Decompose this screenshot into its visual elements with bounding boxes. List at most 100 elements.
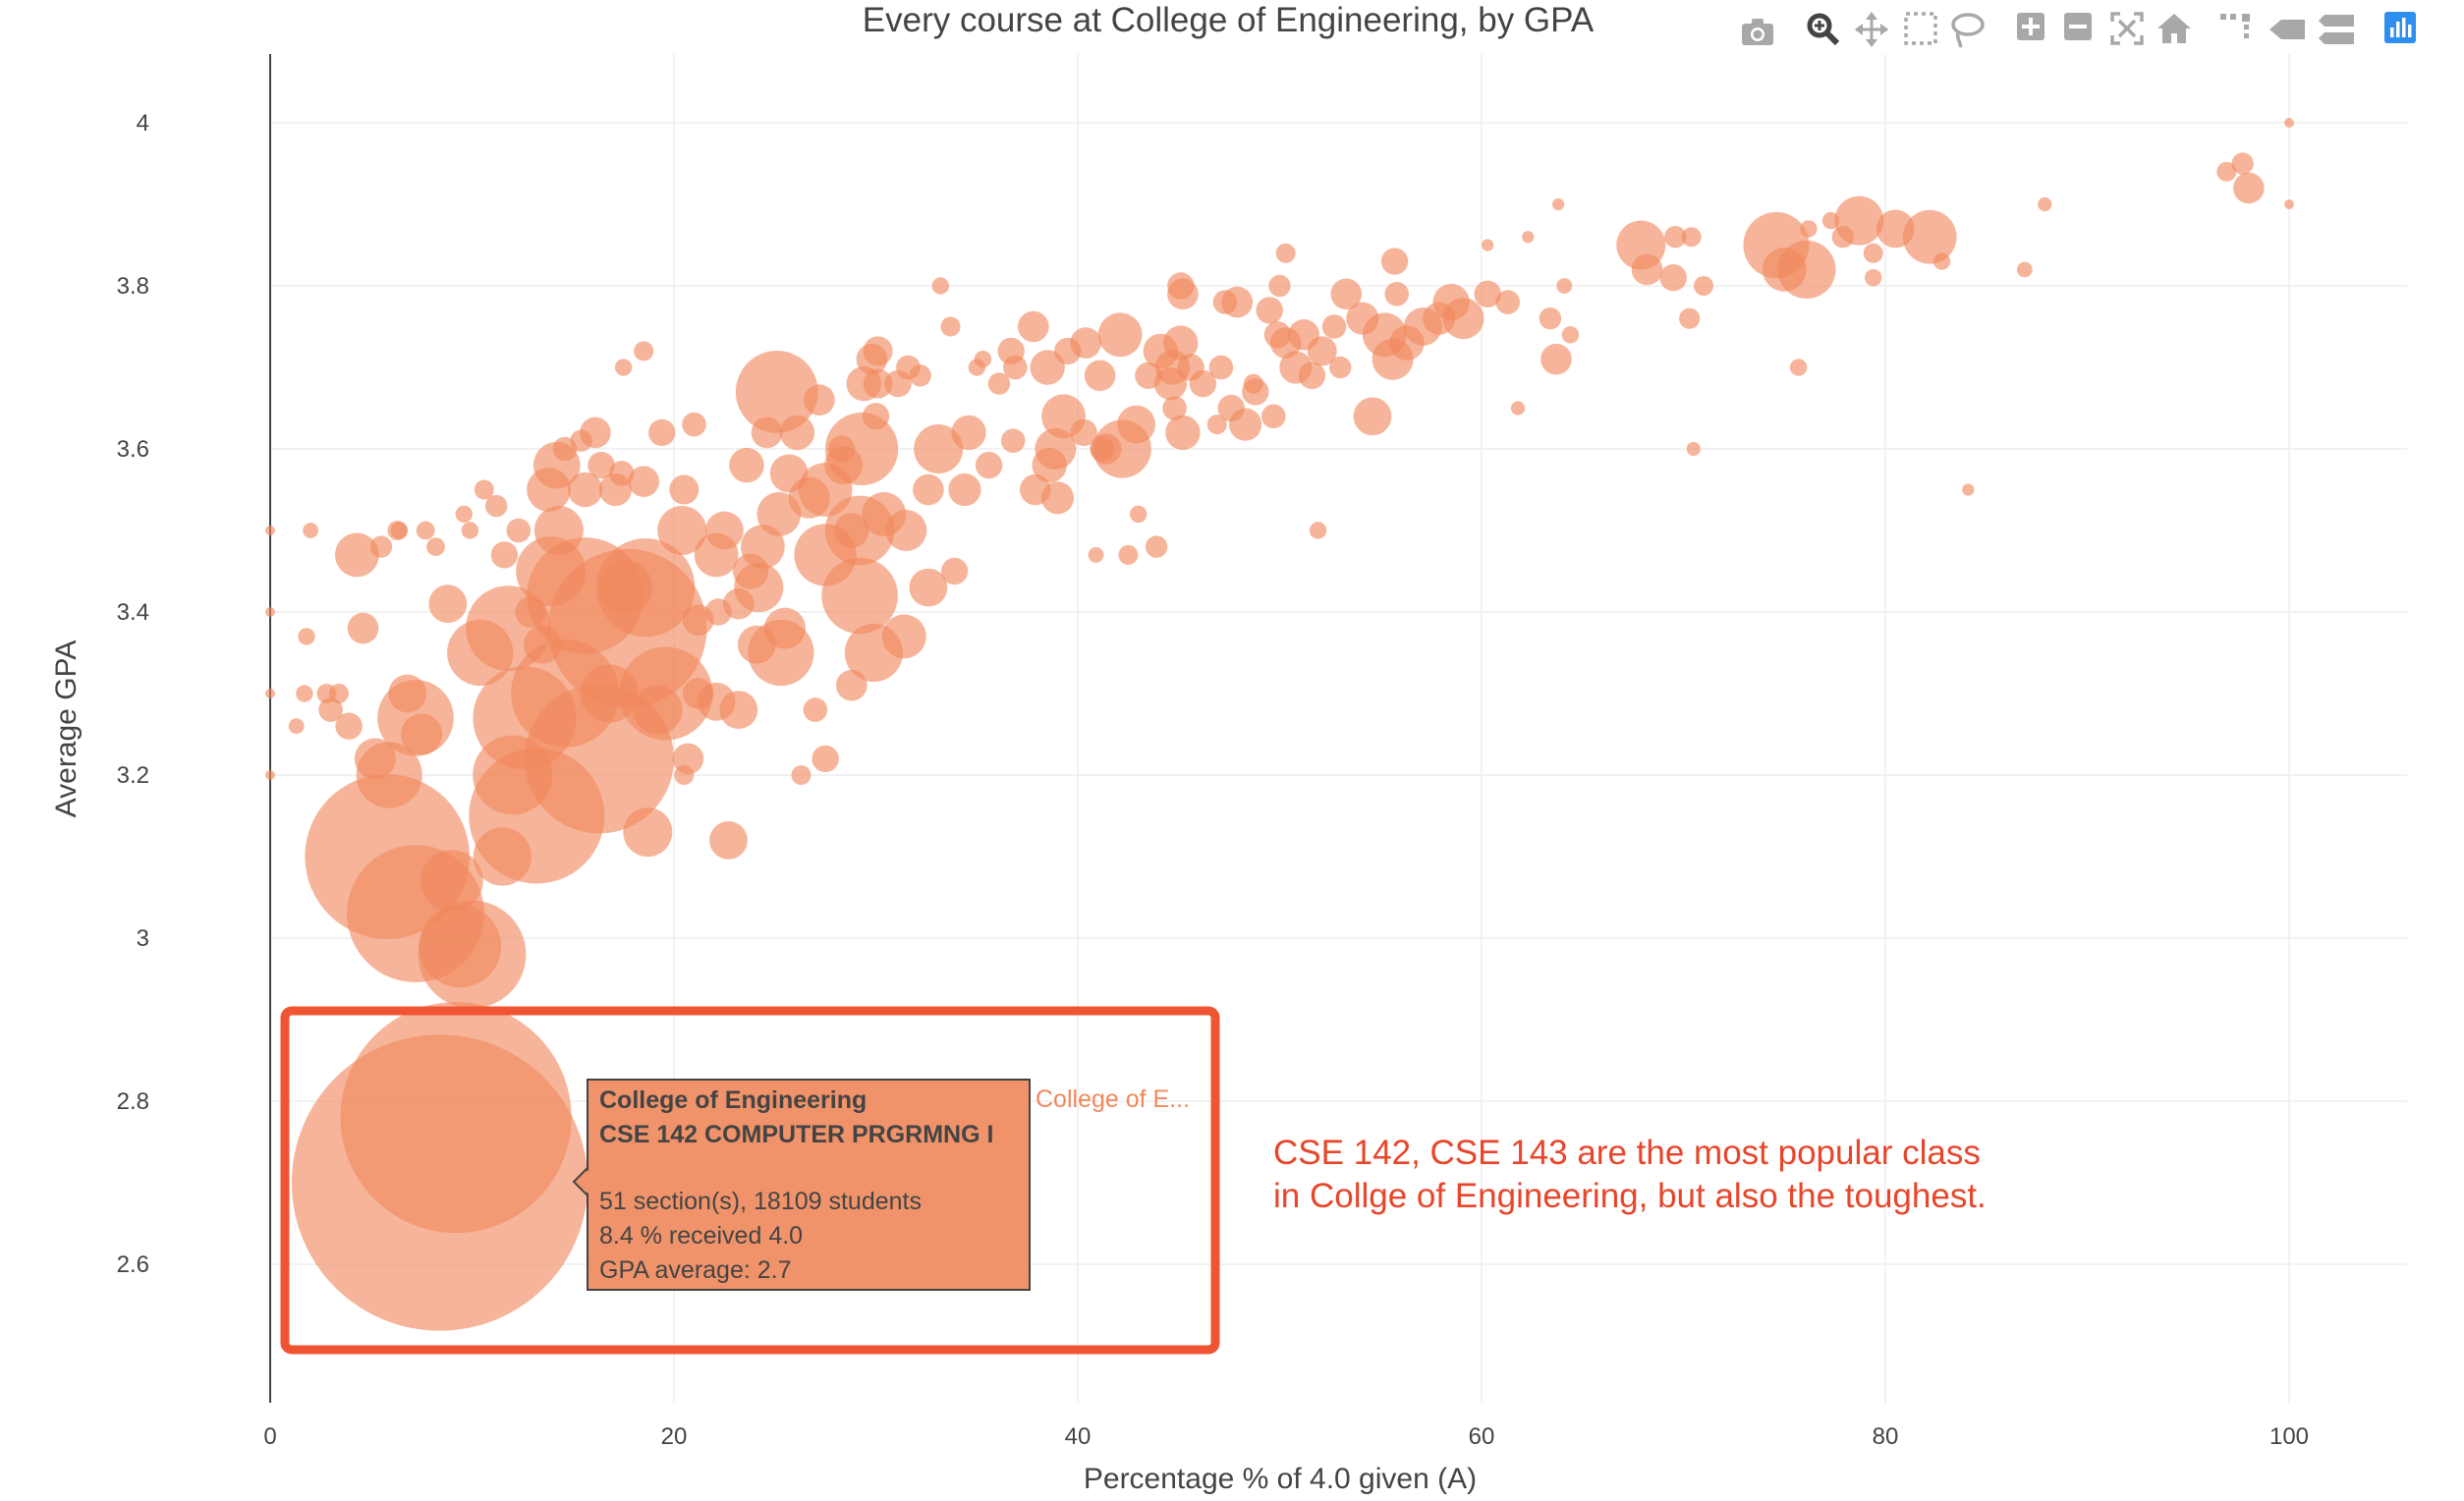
bubble-point[interactable]: [588, 451, 615, 479]
bubble-point[interactable]: [608, 461, 635, 486]
bubble-point[interactable]: [580, 664, 639, 723]
bubble-point[interactable]: [516, 536, 586, 606]
bubble-point[interactable]: [298, 628, 315, 645]
bubble-point[interactable]: [975, 451, 1003, 479]
bubble-point[interactable]: [328, 684, 349, 703]
bubble-point[interactable]: [1097, 312, 1143, 358]
bubble-point[interactable]: [1263, 321, 1292, 349]
bubble-point[interactable]: [533, 506, 584, 555]
bubble-point[interactable]: [1800, 220, 1818, 238]
bubble-point[interactable]: [426, 537, 445, 556]
bubble-point[interactable]: [987, 372, 1011, 395]
bubble-point[interactable]: [570, 429, 592, 452]
bubble-point[interactable]: [951, 415, 986, 451]
bubble-point[interactable]: [862, 403, 890, 430]
bubble-point[interactable]: [803, 697, 828, 722]
bubble-point[interactable]: [1118, 544, 1139, 565]
bubble-point[interactable]: [779, 415, 815, 451]
bubble-point[interactable]: [1208, 355, 1234, 380]
bubble-point[interactable]: [614, 359, 633, 376]
bubble-point[interactable]: [1346, 302, 1379, 335]
bubble-point[interactable]: [1020, 473, 1051, 506]
bubble-point[interactable]: [369, 535, 393, 558]
bubble-point[interactable]: [1309, 522, 1327, 539]
bubble-point[interactable]: [1694, 276, 1713, 296]
bubble-point[interactable]: [485, 494, 508, 518]
bubble-point[interactable]: [1167, 272, 1195, 300]
bubble-point[interactable]: [473, 735, 552, 815]
bubble-point[interactable]: [296, 685, 313, 702]
bubble-point[interactable]: [388, 674, 427, 713]
bubble-point[interactable]: [1054, 337, 1082, 365]
autoscale-icon[interactable]: [2110, 12, 2144, 45]
bubble-point[interactable]: [1679, 307, 1701, 329]
bubble-point[interactable]: [1256, 297, 1283, 324]
bubble-point[interactable]: [1474, 280, 1501, 307]
bubble-point[interactable]: [401, 713, 443, 755]
bubble-point[interactable]: [1510, 401, 1526, 416]
bubble-point[interactable]: [719, 691, 758, 729]
zoom-icon[interactable]: [1807, 13, 1840, 46]
bubble-point[interactable]: [1165, 415, 1201, 451]
bubble-point[interactable]: [1298, 361, 1326, 389]
bubble-point[interactable]: [1664, 226, 1687, 249]
bubble-point[interactable]: [733, 553, 769, 589]
bubble-point[interactable]: [769, 454, 809, 493]
bubble-point[interactable]: [1539, 307, 1562, 330]
bubble-point[interactable]: [1384, 282, 1409, 306]
bubble-point[interactable]: [634, 341, 654, 361]
bubble-point[interactable]: [474, 479, 494, 500]
bubble-point[interactable]: [1631, 253, 1663, 286]
bubble-point[interactable]: [1130, 505, 1148, 524]
bubble-point[interactable]: [1261, 404, 1286, 429]
bubble-point[interactable]: [751, 417, 783, 449]
bubble-point[interactable]: [863, 336, 893, 366]
zoom-out-icon[interactable]: [2064, 13, 2092, 40]
hover-closest-icon[interactable]: [2269, 20, 2305, 39]
bubble-point[interactable]: [914, 424, 964, 473]
bubble-point[interactable]: [1243, 373, 1263, 394]
bubble-point[interactable]: [1556, 278, 1573, 294]
bubble-point[interactable]: [2233, 172, 2265, 204]
bubble-point[interactable]: [598, 560, 653, 615]
bubble-point[interactable]: [265, 689, 275, 698]
bubble-point[interactable]: [1162, 396, 1187, 420]
bubble-point[interactable]: [1275, 243, 1296, 263]
camera-icon[interactable]: [1742, 19, 1773, 45]
bubble-point[interactable]: [940, 316, 961, 337]
bubble-point[interactable]: [1090, 436, 1114, 462]
bubble-point[interactable]: [1307, 336, 1337, 366]
bubble-point[interactable]: [1831, 226, 1855, 249]
home-icon[interactable]: [2157, 14, 2191, 43]
bubble-point[interactable]: [335, 712, 363, 740]
bubble-series[interactable]: [265, 118, 2294, 1331]
bubble-point[interactable]: [913, 473, 944, 506]
bubble-point[interactable]: [1876, 209, 1915, 249]
bubble-point[interactable]: [1217, 394, 1245, 422]
bubble-point[interactable]: [1330, 278, 1363, 310]
spike-lines-icon[interactable]: [2220, 14, 2250, 38]
bubble-point[interactable]: [1135, 361, 1162, 389]
bubble-point[interactable]: [881, 614, 926, 659]
bubble-point[interactable]: [791, 765, 812, 785]
bubble-point[interactable]: [1353, 397, 1392, 436]
bubble-point[interactable]: [1681, 227, 1702, 248]
bubble-point[interactable]: [827, 435, 856, 463]
bubble-point[interactable]: [473, 827, 532, 886]
lasso-icon[interactable]: [1951, 13, 1985, 48]
bubble-point[interactable]: [1863, 243, 1883, 263]
bubble-point[interactable]: [1206, 415, 1227, 435]
bubble-point[interactable]: [623, 807, 673, 858]
bubble-point[interactable]: [657, 506, 707, 555]
bubble-point[interactable]: [303, 523, 318, 538]
bubble-point[interactable]: [390, 522, 409, 539]
bubble-point[interactable]: [834, 513, 869, 548]
bubble-point[interactable]: [335, 532, 379, 578]
bubble-point[interactable]: [354, 738, 396, 780]
bubble-point[interactable]: [1000, 428, 1026, 454]
bubble-point[interactable]: [705, 511, 744, 550]
bubble-point[interactable]: [737, 625, 776, 664]
bubble-point[interactable]: [940, 557, 969, 585]
zoom-in-icon[interactable]: [2017, 13, 2044, 40]
